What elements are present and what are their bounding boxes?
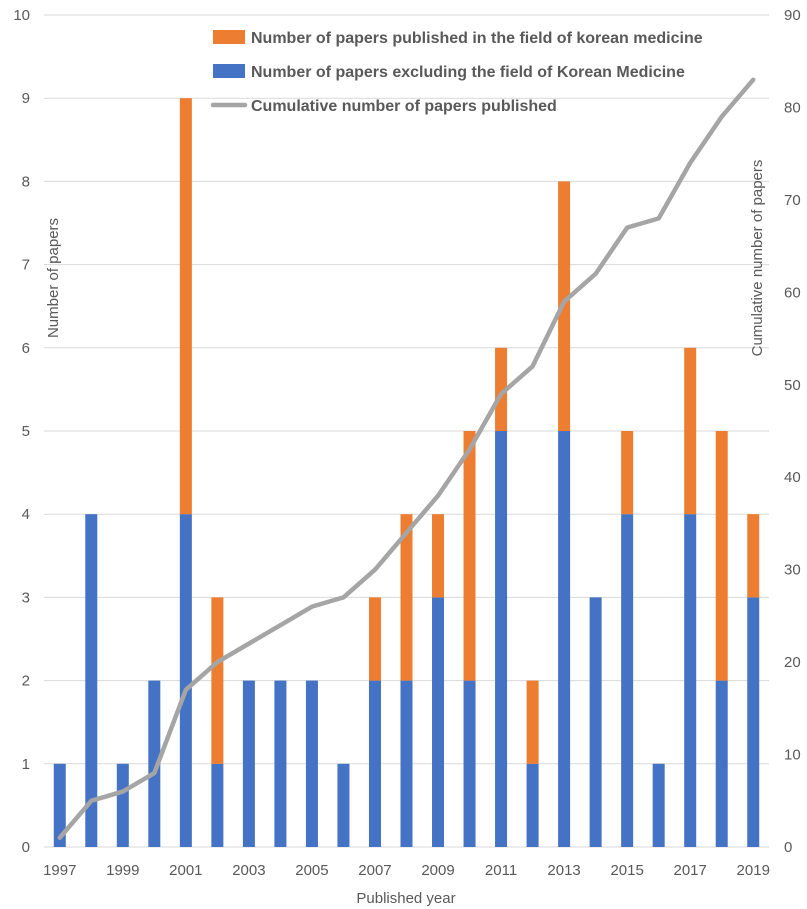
legend-swatch xyxy=(213,30,245,44)
legend-label: Number of papers excluding the field of … xyxy=(251,64,685,81)
bar-korean-medicine xyxy=(684,347,697,515)
bar-excluding-korean-medicine xyxy=(463,680,476,847)
x-tick-label: 1997 xyxy=(43,862,76,879)
right-axis-ticks: 0 10 20 30 40 50 60 70 80 90 xyxy=(784,7,801,856)
x-tick-label: 2009 xyxy=(421,862,454,879)
bar-excluding-korean-medicine xyxy=(305,680,318,847)
y-tick-label: 8 xyxy=(22,173,30,190)
bar-korean-medicine xyxy=(526,680,539,764)
bar-excluding-korean-medicine xyxy=(179,514,192,847)
bar-korean-medicine xyxy=(747,514,760,598)
x-tick-label: 2015 xyxy=(610,862,643,879)
x-axis-ticks: 1997 1999 2001 2003 2005 2007 2009 2011 2013 2015… xyxy=(43,862,770,879)
y-tick-label: 0 xyxy=(22,839,30,856)
x-tick-label: 2003 xyxy=(232,862,265,879)
bar-korean-medicine xyxy=(368,597,381,681)
bar-excluding-korean-medicine xyxy=(274,680,287,847)
bar-excluding-korean-medicine xyxy=(368,680,381,847)
y-tick-label: 2 xyxy=(22,673,30,690)
y2-tick-label: 0 xyxy=(784,839,792,856)
bar-excluding-korean-medicine xyxy=(116,763,129,847)
bar-korean-medicine xyxy=(495,347,508,431)
x-tick-label: 2013 xyxy=(547,862,580,879)
bar-excluding-korean-medicine xyxy=(715,680,728,847)
bar-excluding-korean-medicine xyxy=(684,514,697,847)
bar-excluding-korean-medicine xyxy=(337,763,350,847)
cumulative-line-layer xyxy=(57,77,756,841)
bar-excluding-korean-medicine xyxy=(432,597,445,847)
bar-excluding-korean-medicine xyxy=(53,763,66,847)
bar-excluding-korean-medicine xyxy=(558,431,571,847)
y2-tick-label: 10 xyxy=(784,747,801,764)
bar-korean-medicine xyxy=(621,431,634,515)
bar-excluding-korean-medicine xyxy=(621,514,634,847)
x-axis-title: Published year xyxy=(356,890,455,907)
y-tick-label: 10 xyxy=(13,7,30,24)
y-tick-label: 5 xyxy=(22,423,30,440)
x-tick-label: 2019 xyxy=(737,862,770,879)
bar-korean-medicine xyxy=(211,597,224,764)
bar-excluding-korean-medicine xyxy=(652,763,665,847)
x-tick-label: 2001 xyxy=(169,862,202,879)
y2-tick-label: 70 xyxy=(784,192,801,209)
y-tick-label: 9 xyxy=(22,90,30,107)
bar-excluding-korean-medicine xyxy=(148,680,161,847)
bar-korean-medicine xyxy=(400,514,413,681)
y2-tick-label: 20 xyxy=(784,654,801,671)
bar-excluding-korean-medicine xyxy=(211,763,224,847)
x-tick-label: 2017 xyxy=(674,862,707,879)
legend-label: Number of papers published in the field … xyxy=(251,30,703,47)
bar-excluding-korean-medicine xyxy=(400,680,413,847)
bar-korean-medicine xyxy=(432,514,445,598)
bar-excluding-korean-medicine xyxy=(747,597,760,847)
bar-excluding-korean-medicine xyxy=(495,431,508,847)
bar-excluding-korean-medicine xyxy=(85,514,98,847)
x-tick-label: 2005 xyxy=(295,862,328,879)
bar-korean-medicine xyxy=(715,431,728,681)
y-tick-label: 6 xyxy=(22,340,30,357)
x-tick-label: 1999 xyxy=(106,862,139,879)
y-axis-title: Number of papers xyxy=(45,218,62,338)
bar-excluding-korean-medicine xyxy=(589,597,602,847)
y-tick-label: 1 xyxy=(22,756,30,773)
legend-label: Cumulative number of papers published xyxy=(251,98,557,115)
y2-tick-label: 90 xyxy=(784,7,801,24)
y-tick-label: 3 xyxy=(22,589,30,606)
y-tick-label: 7 xyxy=(22,257,30,274)
y2-tick-label: 50 xyxy=(784,377,801,394)
y2-tick-label: 30 xyxy=(784,562,801,579)
y2-tick-label: 40 xyxy=(784,469,801,486)
bar-korean-medicine xyxy=(463,431,476,681)
legend: Number of papers published in the field … xyxy=(210,30,703,115)
y2-axis-title: Cumulative number of papers xyxy=(749,160,766,357)
bar-excluding-korean-medicine xyxy=(526,763,539,847)
legend-swatch xyxy=(213,64,245,78)
left-axis-ticks: 0 1 2 3 4 5 6 7 8 9 10 xyxy=(13,7,30,856)
bars xyxy=(53,98,760,847)
y-tick-label: 4 xyxy=(22,506,30,523)
y2-tick-label: 60 xyxy=(784,284,801,301)
x-tick-label: 2011 xyxy=(485,862,517,879)
bar-excluding-korean-medicine xyxy=(242,680,255,847)
x-tick-label: 2007 xyxy=(358,862,391,879)
y2-tick-label: 80 xyxy=(784,99,801,116)
bar-korean-medicine xyxy=(179,98,192,515)
